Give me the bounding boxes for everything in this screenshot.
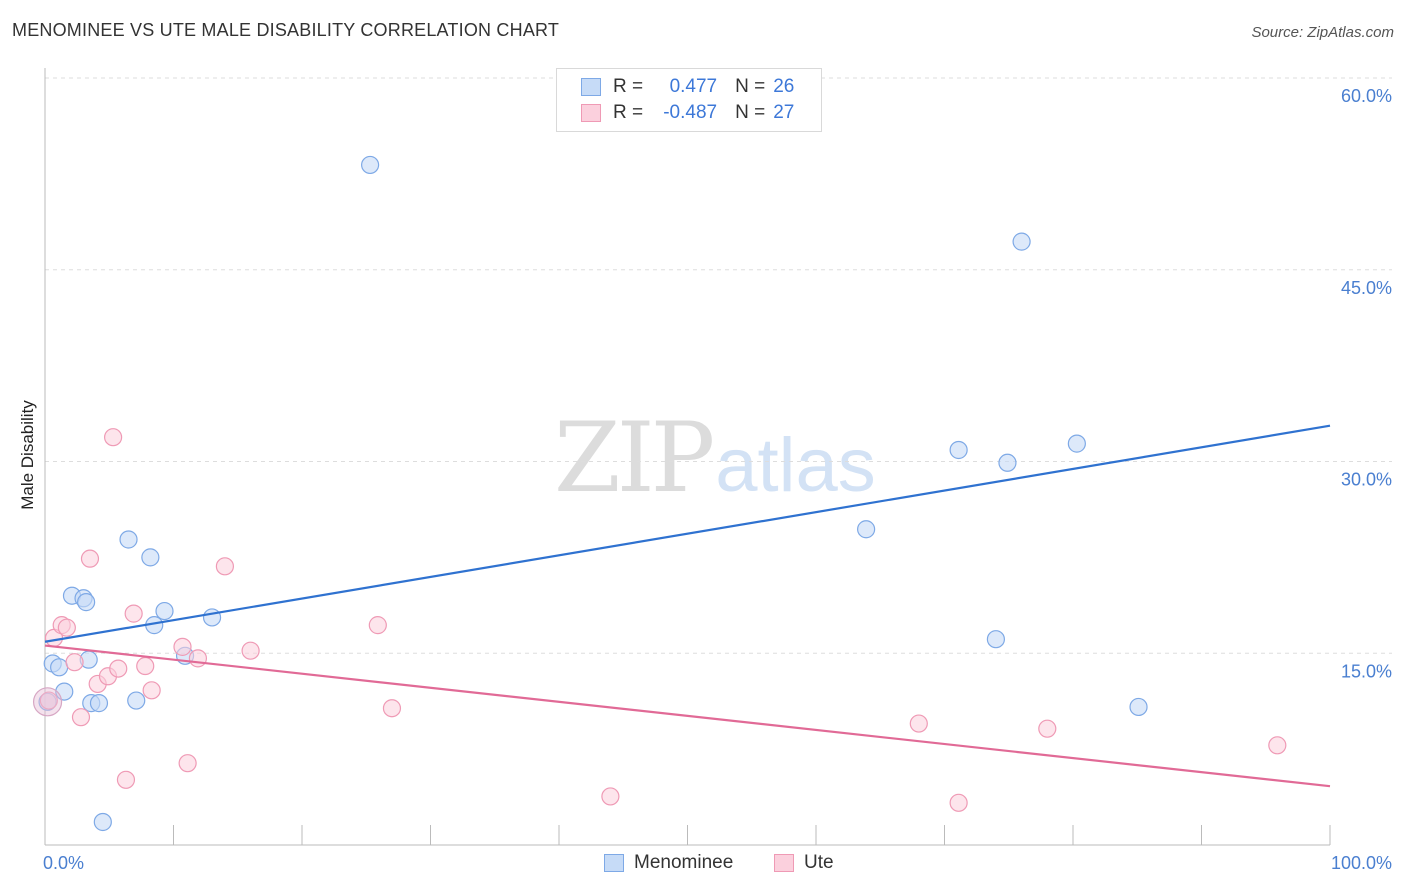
data-point-ute: [188, 649, 208, 668]
data-point-menominee: [141, 548, 160, 567]
trend-line-ute: [44, 644, 1331, 788]
data-point-ute: [80, 549, 100, 568]
data-point-menominee: [986, 630, 1006, 649]
bottom-legend-label-menominee: Menominee: [634, 852, 734, 873]
data-point-menominee: [998, 453, 1017, 472]
bottom-legend-label-ute: Ute: [804, 852, 834, 873]
data-point-ute: [241, 641, 260, 660]
legend-n-value: 26: [773, 76, 795, 97]
data-point-ute: [909, 714, 928, 733]
data-point-ute: [1038, 719, 1057, 738]
x-tick-label: 0.0%: [43, 853, 84, 873]
data-point-menominee: [155, 601, 174, 621]
data-point-ute: [116, 770, 136, 789]
legend-n-label: N =: [735, 76, 766, 97]
y-tick-label: 30.0%: [1341, 470, 1392, 490]
data-point-menominee: [202, 608, 222, 627]
data-point-ute: [57, 618, 76, 637]
data-point-menominee: [1012, 232, 1031, 251]
data-point-ute: [215, 557, 234, 576]
legend: R = 0.477 N = 26 R = -0.487 N = 27: [556, 68, 822, 132]
data-point-ute: [39, 691, 58, 710]
data-point-ute: [368, 616, 387, 635]
legend-n-value: 27: [773, 102, 795, 123]
bottom-legend-ute: Ute: [774, 852, 834, 874]
data-point-menominee: [1067, 434, 1086, 453]
legend-swatch-ute: [581, 104, 601, 122]
bottom-legend: Menominee Ute: [0, 852, 1406, 878]
bottom-legend-swatch-menominee: [604, 854, 624, 872]
watermark: ZIPatlas: [554, 402, 876, 514]
data-point-menominee: [119, 530, 138, 549]
data-point-ute: [124, 604, 143, 623]
legend-r-value: 0.477: [669, 76, 718, 97]
bottom-legend-menominee: Menominee: [604, 852, 733, 874]
data-point-menominee: [1129, 697, 1148, 717]
y-tick-label: 60.0%: [1341, 86, 1392, 106]
legend-swatch-menominee: [581, 78, 601, 96]
data-point-ute: [109, 659, 128, 678]
watermark-atlas: atlas: [715, 423, 876, 508]
legend-n-label: N =: [735, 102, 766, 123]
chart-title: MENOMINEE VS UTE MALE DISABILITY CORRELA…: [12, 20, 560, 40]
source-credit: Source: ZipAtlas.com: [1251, 24, 1394, 41]
legend-r-label: R =: [613, 76, 644, 97]
data-point-ute: [1268, 736, 1287, 755]
data-point-menominee: [93, 812, 112, 832]
data-point-menominee: [89, 694, 109, 713]
data-point-ute: [382, 699, 402, 718]
data-point-menominee: [50, 658, 69, 677]
data-point-ute: [104, 428, 123, 447]
data-point-ute: [178, 754, 197, 773]
legend-r-label: R =: [613, 102, 644, 123]
data-point-menominee: [127, 691, 146, 710]
data-point-ute: [142, 681, 161, 700]
data-point-ute: [601, 787, 620, 806]
y-tick-label: 15.0%: [1341, 661, 1392, 681]
data-point-ute: [65, 653, 84, 672]
legend-row-ute: R = -0.487 N = 27: [581, 101, 794, 125]
data-point-cluster: [32, 687, 63, 717]
data-point-ute: [949, 793, 968, 812]
x-tick-label: 100.0%: [1331, 853, 1392, 873]
y-tick-label: 45.0%: [1341, 278, 1392, 298]
data-point-menominee: [857, 520, 876, 539]
data-point-menominee: [949, 440, 968, 460]
data-point-ute: [173, 637, 192, 656]
watermark-zip: ZIP: [554, 402, 715, 514]
legend-r-value: -0.487: [663, 102, 718, 123]
trend-line-menominee: [44, 424, 1331, 643]
data-point-ute: [71, 708, 91, 727]
data-point-menominee: [77, 593, 96, 612]
bottom-legend-swatch-ute: [774, 854, 794, 872]
legend-row-menominee: R = 0.477 N = 26: [581, 75, 794, 99]
data-point-menominee: [361, 155, 380, 175]
data-point-ute: [136, 656, 155, 676]
